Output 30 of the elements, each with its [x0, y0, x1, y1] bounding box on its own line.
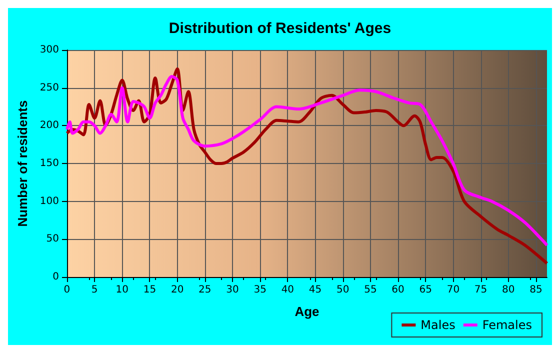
y-tick-label: 200 [40, 120, 59, 132]
x-tick-label: 80 [502, 284, 515, 296]
y-tick-label: 250 [40, 82, 59, 94]
x-tick-label: 30 [226, 284, 239, 296]
y-tick-label: 0 [52, 272, 59, 282]
x-tick-label: 5 [91, 284, 98, 296]
legend-label: Females [482, 318, 532, 332]
x-axis-title: Age [294, 304, 320, 319]
y-tick-label: 50 [46, 234, 59, 245]
x-tick-label: 35 [254, 284, 266, 296]
x-tick-label: 70 [446, 284, 460, 296]
x-tick-label: 55 [364, 284, 377, 296]
x-tick-label: 0 [64, 284, 70, 296]
x-tick-label: 60 [392, 284, 404, 296]
y-axis-title: Number of residents [15, 100, 30, 227]
x-tick-label: 85 [530, 284, 542, 296]
x-tick-label: 65 [419, 284, 432, 296]
x-tick-label: 20 [170, 284, 184, 296]
y-tick-label: 100 [40, 196, 59, 207]
y-tick-label: 150 [40, 158, 59, 169]
x-tick-label: 50 [336, 284, 350, 296]
x-tick-label: 75 [474, 284, 488, 296]
x-tick-label: 10 [116, 284, 129, 296]
legend-label: Males [420, 318, 456, 332]
x-tick-label: 15 [143, 284, 156, 296]
chart-title: Distribution of Residents' Ages [168, 20, 392, 37]
x-tick-label: 25 [198, 284, 212, 296]
y-tick-label: 300 [40, 44, 59, 56]
x-tick-label: 45 [308, 284, 322, 296]
x-tick-label: 40 [281, 284, 294, 296]
